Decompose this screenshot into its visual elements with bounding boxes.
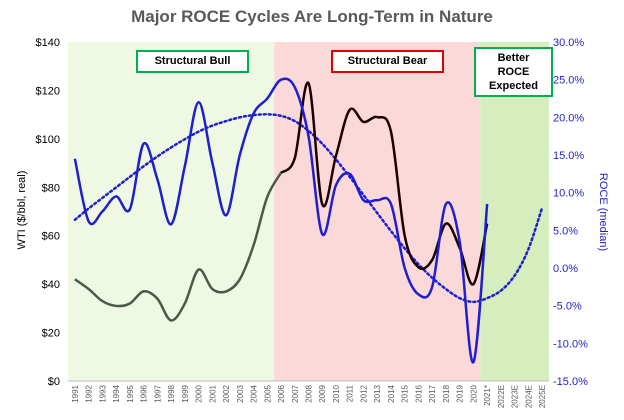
x-tick-label: 2011 [346,384,355,402]
y-tick-label: $80 [42,182,60,194]
region-band-2 [480,42,549,381]
x-tick-label: 2015 [401,384,410,402]
roce-line [73,77,489,364]
x-tick-label: 2025E [538,385,547,408]
y-axis-left-title: WTI ($/bbl, real) [16,170,28,250]
x-tick-label: 1996 [140,384,149,402]
y2-tick-label: 5.0% [553,225,578,237]
wti-line-bear [280,81,489,286]
wti-line-bull [74,172,283,322]
y-tick-label: $20 [42,328,60,340]
x-tick-label: 2005 [263,384,272,402]
x-tick-label: 2019 [456,384,465,402]
x-tick-label: 2014 [387,384,396,402]
x-tick-label: 2021* [483,385,492,406]
x-tick-label: 2010 [332,384,341,402]
x-tick-label: 2006 [277,384,286,402]
y2-tick-label: 15.0% [553,150,584,162]
y2-tick-label: 0.0% [553,263,578,275]
x-tick-label: 1997 [153,384,162,402]
y2-tick-label: 25.0% [553,75,584,87]
x-tick-label: 2017 [428,384,437,402]
y-tick-label: $40 [42,279,60,291]
x-tick-label: 2022E [497,385,506,408]
y2-tick-label: -5.0% [553,301,582,313]
better-label-line-2: ROCE [497,66,530,78]
x-tick-label: 1992 [85,384,94,402]
x-tick-label: 2012 [359,384,368,402]
structural-bull-label: Structural Bull [136,50,249,73]
x-tick-label: 2003 [236,384,245,402]
x-tick-label: 1994 [112,384,121,402]
better-roce-expected-label: Better ROCE Expected [474,47,553,97]
x-tick-label: 2016 [414,384,423,402]
x-tick-label: 2018 [442,384,451,402]
y2-tick-label: 20.0% [553,112,584,124]
x-tick-label: 2002 [222,384,231,402]
region-band-0 [68,42,275,381]
y-tick-label: $120 [36,85,60,97]
x-tick-label: 2009 [318,384,327,402]
x-tick-label: 1991 [71,384,80,402]
y2-tick-label: -15.0% [553,376,588,388]
y-tick-label: $100 [36,134,60,146]
x-tick-label: 1999 [181,384,190,402]
x-tick-label: 2007 [291,384,300,402]
x-tick-label: 1995 [126,384,135,402]
x-tick-label: 1998 [167,384,176,402]
better-label-line-3: Expected [489,80,538,92]
y2-tick-label: 30.0% [553,37,584,49]
structural-bear-label: Structural Bear [331,50,444,73]
chart-title: Major ROCE Cycles Are Long-Term in Natur… [131,7,493,26]
x-tick-label: 2020 [469,384,478,402]
x-tick-label: 2013 [373,384,382,402]
y-axis-right-title: ROCE (median) [597,172,609,252]
y-tick-label: $0 [48,376,60,388]
y2-tick-label: 10.0% [553,188,584,200]
y-tick-label: $140 [36,37,60,49]
x-tick-label: 2008 [305,384,314,402]
x-tick-label: 2023E [511,385,520,408]
x-tick-label: 2001 [208,384,217,402]
x-tick-label: 2004 [250,384,259,402]
x-tick-label: 2000 [195,384,204,402]
y2-tick-label: -10.0% [553,338,588,350]
x-tick-label: 2024E [524,385,533,408]
better-label-line-1: Better [497,52,530,64]
x-tick-label: 1993 [98,384,107,402]
y-tick-label: $60 [42,231,60,243]
